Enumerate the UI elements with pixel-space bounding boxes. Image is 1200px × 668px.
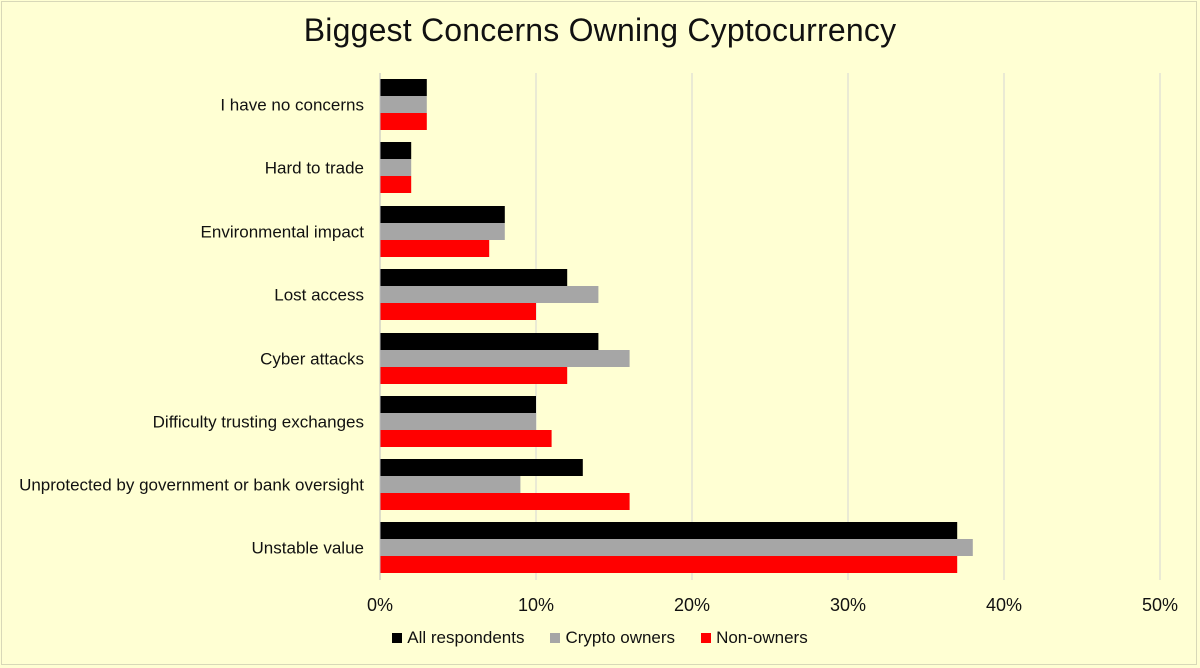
category-label: Unstable value: [252, 539, 364, 558]
bar-crypto-owners-1: [380, 159, 412, 176]
bar-non-owners-5: [380, 430, 552, 447]
legend-item-non-owners: Non-owners: [701, 628, 808, 648]
bar-crypto-owners-5: [380, 413, 536, 430]
chart-title: Biggest Concerns Owning Cyptocurrency: [303, 12, 897, 48]
x-tick-label: 30%: [830, 595, 866, 615]
bar-non-owners-1: [380, 176, 412, 193]
category-label: Hard to trade: [265, 159, 364, 178]
category-label: Lost access: [274, 286, 364, 305]
legend-item-crypto-owners: Crypto owners: [550, 628, 675, 648]
x-tick-label: 40%: [986, 595, 1022, 615]
legend-label-all-respondents: All respondents: [407, 628, 525, 647]
legend-label-crypto-owners: Crypto owners: [565, 628, 676, 647]
bar-crypto-owners-4: [380, 350, 630, 367]
bar-all-respondents-7: [380, 522, 958, 539]
bar-non-owners-0: [380, 113, 427, 130]
bar-crypto-owners-2: [380, 223, 505, 240]
bar-non-owners-4: [380, 367, 568, 384]
legend-item-all-respondents: All respondents: [392, 628, 524, 648]
bar-non-owners-7: [380, 556, 958, 573]
legend-swatch-non-owners: [701, 633, 712, 643]
bar-non-owners-2: [380, 240, 490, 257]
legend-swatch-crypto-owners: [550, 633, 561, 643]
bar-all-respondents-5: [380, 396, 536, 413]
bar-non-owners-6: [380, 493, 630, 510]
x-tick-label: 50%: [1142, 595, 1178, 615]
x-tick-label: 20%: [674, 595, 710, 615]
bar-all-respondents-2: [380, 206, 505, 223]
x-tick-label: 10%: [518, 595, 554, 615]
bar-crypto-owners-0: [380, 96, 427, 113]
bar-crypto-owners-7: [380, 539, 973, 556]
bar-all-respondents-1: [380, 142, 412, 159]
legend: All respondents Crypto owners Non-owners: [0, 628, 1200, 648]
legend-label-non-owners: Non-owners: [716, 628, 808, 647]
bar-all-respondents-4: [380, 333, 599, 350]
category-label: I have no concerns: [220, 96, 364, 115]
category-label: Unprotected by government or bank oversi…: [19, 476, 364, 495]
bar-crypto-owners-6: [380, 476, 521, 493]
bar-all-respondents-0: [380, 79, 427, 96]
bar-all-respondents-6: [380, 459, 583, 476]
category-label: Cyber attacks: [260, 350, 364, 369]
bar-all-respondents-3: [380, 269, 568, 286]
category-label: Environmental impact: [201, 223, 365, 242]
category-label: Difficulty trusting exchanges: [153, 413, 364, 432]
x-tick-label: 0%: [367, 595, 393, 615]
legend-swatch-all-respondents: [392, 633, 403, 643]
bar-non-owners-3: [380, 303, 536, 320]
bar-crypto-owners-3: [380, 286, 599, 303]
